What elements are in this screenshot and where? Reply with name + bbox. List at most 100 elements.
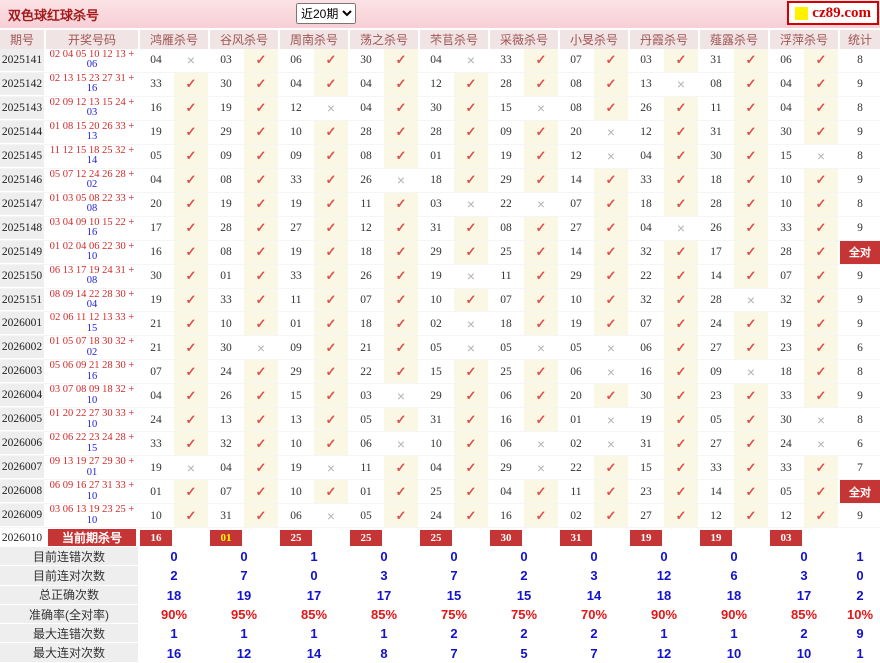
summary-value-cell: 90% <box>700 604 770 625</box>
kill-result-cell: ✓ <box>454 120 490 144</box>
period-range-select[interactable]: 近20期 <box>296 3 356 24</box>
kill-result-cell: × <box>594 432 630 456</box>
kill-number-cell: 08 <box>700 72 734 96</box>
kill-result-cell: ✓ <box>804 120 840 144</box>
current-kill-empty <box>454 528 490 547</box>
kill-result-cell: × <box>454 264 490 288</box>
red-balls: 06 13 17 19 24 31 + <box>49 264 135 276</box>
kill-number-cell: 22 <box>560 456 594 480</box>
kill-result-cell: ✓ <box>594 480 630 504</box>
check-icon: ✓ <box>535 124 547 140</box>
kill-result-cell: ✓ <box>174 288 210 312</box>
kill-number-cell: 08 <box>210 240 244 264</box>
red-balls: 01 20 22 27 30 33 + <box>49 408 135 420</box>
kill-result-cell: × <box>244 336 280 360</box>
kill-number-cell: 28 <box>490 72 524 96</box>
check-icon: ✓ <box>325 292 337 307</box>
kill-result-cell: ✓ <box>804 72 840 96</box>
check-icon: ✓ <box>325 220 337 236</box>
summary-row-0: 目前连错次数 0 0 1 0 0 0 0 0 0 0 1 <box>0 547 880 567</box>
kill-result-cell: ✓ <box>594 192 630 216</box>
cross-icon: × <box>536 435 546 452</box>
kill-result-cell: ✓ <box>384 216 420 240</box>
period-cell: 2025145 <box>0 144 46 168</box>
kill-result-cell: ✓ <box>314 432 350 456</box>
kill-result-cell: ✓ <box>594 384 630 408</box>
summary-value-cell: 0 <box>700 547 770 567</box>
kill-result-cell: ✓ <box>384 264 420 288</box>
kill-number-cell: 24 <box>210 360 244 384</box>
period-cell: 2025142 <box>0 72 46 96</box>
summary-label-cell: 总正确次数 <box>0 585 140 605</box>
kill-result-cell: × <box>804 144 840 168</box>
draw-numbers-cell: 08 09 14 22 28 30 +04 <box>46 288 140 312</box>
kill-number-table: 期号 开奖号码 鸿雁杀号 谷风杀号 周南杀号 荡之杀号 芣苢杀号 采薇杀号 小旻杀号 丹霞杀号 薤露… <box>0 30 880 663</box>
kill-result-cell: ✓ <box>524 264 560 288</box>
kill-number-cell: 13 <box>630 72 664 96</box>
kill-number-cell: 05 <box>770 480 804 504</box>
kill-number-cell: 05 <box>350 504 384 528</box>
check-icon: ✓ <box>185 411 197 427</box>
check-icon: ✓ <box>605 196 617 212</box>
summary-value-cell: 2 <box>770 624 840 644</box>
kill-number-cell: 06 <box>630 336 664 360</box>
kill-result-cell: ✓ <box>314 336 350 360</box>
period-cell: 2026007 <box>0 456 46 480</box>
check-icon: ✓ <box>815 76 827 92</box>
kill-result-cell: ✓ <box>664 336 700 360</box>
col-header-expert-3: 荡之杀号 <box>350 30 420 49</box>
check-icon: ✓ <box>325 315 337 331</box>
kill-result-cell: ✓ <box>734 168 770 192</box>
kill-number-cell: 09 <box>280 336 314 360</box>
summary-value-cell: 1 <box>700 624 770 644</box>
stat-count-cell: 8 <box>857 54 863 67</box>
kill-number-cell: 10 <box>770 168 804 192</box>
draw-numbers-cell: 05 07 12 24 26 28 +02 <box>46 168 140 192</box>
kill-result-cell: × <box>524 336 560 360</box>
kill-result-cell: ✓ <box>664 360 700 384</box>
kill-result-cell: ✓ <box>524 72 560 96</box>
check-icon: ✓ <box>675 483 687 499</box>
period-cell: 2025143 <box>0 96 46 120</box>
check-icon: ✓ <box>745 268 757 284</box>
current-kill-cell: 25 <box>280 528 314 547</box>
table-row: 2026007 09 13 19 27 29 30 +01 19 × 04 ✓ 19 × 11 ✓… <box>0 456 880 481</box>
summary-value-cell: 6 <box>700 566 770 586</box>
kill-number-cell: 30 <box>210 72 244 96</box>
kill-result-cell: × <box>524 96 560 120</box>
kill-number-cell: 31 <box>700 49 734 72</box>
stat-count-cell: 6 <box>857 437 863 450</box>
kill-result-cell: × <box>314 96 350 120</box>
kill-result-cell: ✓ <box>244 168 280 192</box>
kill-result-cell: ✓ <box>454 96 490 120</box>
kill-result-cell: ✓ <box>734 384 770 408</box>
summary-label-cell: 目前连错次数 <box>0 547 140 567</box>
kill-number-cell: 31 <box>630 432 664 456</box>
kill-result-cell: ✓ <box>174 312 210 336</box>
kill-result-cell: ✓ <box>804 240 840 264</box>
kill-result-cell: ✓ <box>524 216 560 240</box>
table-body: 2025141 02 04 05 10 12 13 +06 04 × 03 ✓ 06 ✓ 30 ✓… <box>0 49 880 529</box>
kill-result-cell: ✓ <box>174 432 210 456</box>
red-balls: 03 04 09 10 15 22 + <box>49 216 135 228</box>
check-icon: ✓ <box>325 124 337 140</box>
kill-result-cell: ✓ <box>314 144 350 168</box>
kill-number-cell: 16 <box>140 240 174 264</box>
kill-number-cell: 11 <box>700 96 734 120</box>
kill-number-cell: 06 <box>490 432 524 456</box>
kill-result-cell: ✓ <box>664 144 700 168</box>
kill-result-cell: × <box>524 192 560 216</box>
kill-result-cell: ✓ <box>174 96 210 120</box>
check-icon: ✓ <box>605 100 617 116</box>
kill-number-cell: 08 <box>490 216 524 240</box>
check-icon: ✓ <box>605 244 617 260</box>
period-cell: 2026002 <box>0 336 46 360</box>
stat-count-cell: 9 <box>857 270 863 283</box>
kill-result-cell: ✓ <box>314 264 350 288</box>
summary-value-cell: 2 <box>140 566 210 586</box>
site-logo[interactable]: cz89.com <box>787 1 879 25</box>
kill-result-cell: ✓ <box>244 264 280 288</box>
kill-result-cell: ✓ <box>734 264 770 288</box>
current-kill-cell: 25 <box>420 528 454 547</box>
kill-number-cell: 20 <box>140 192 174 216</box>
